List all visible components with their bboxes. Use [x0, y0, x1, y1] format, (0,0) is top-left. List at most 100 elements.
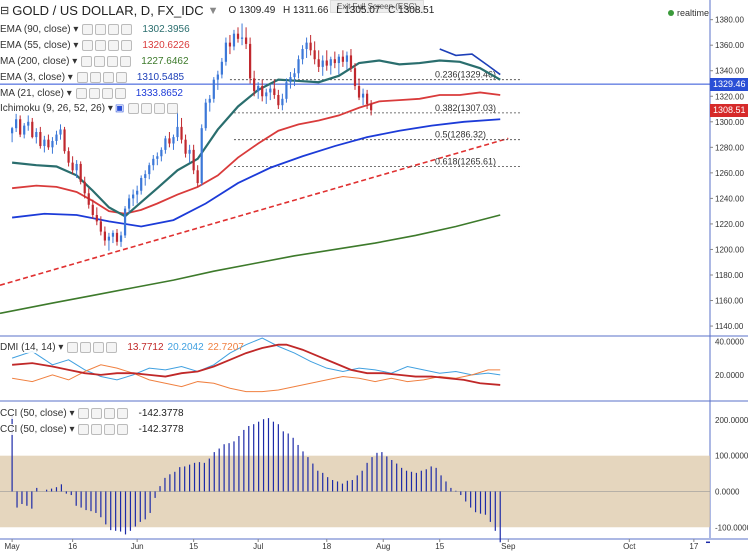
close-value: C 1308.51 [388, 5, 435, 16]
candle-body [192, 149, 195, 171]
candle-body [67, 151, 70, 163]
indicator-label[interactable]: DMI (14, 14) ▾ [0, 342, 64, 354]
settings-icon[interactable] [89, 71, 101, 83]
indicator-label[interactable]: Ichimoku (9, 26, 52, 26) ▾ [0, 103, 113, 115]
price-tick-label: 1200.00 [715, 245, 744, 254]
dmi-minus-line [12, 364, 501, 393]
more-icon[interactable] [154, 103, 166, 115]
indicator-label[interactable]: EMA (3, close) ▾ [0, 71, 73, 83]
candle-body [257, 86, 260, 92]
legend-cci[interactable]: CCI (50, close) ▾ -142.3778 [0, 422, 184, 438]
more-icon[interactable] [104, 424, 116, 436]
legend-dmi[interactable]: DMI (14, 14) ▾ 13.7712 20.2042 22.7207 [0, 340, 244, 356]
indicator-label[interactable]: EMA (55, close) ▾ [0, 40, 79, 52]
more-icon[interactable] [108, 40, 120, 52]
candle-body [87, 193, 90, 205]
candle-body [349, 55, 353, 69]
cci-tick-label: -100.0000 [715, 523, 748, 532]
legend-ichimoku[interactable]: Ichimoku (9, 26, 52, 26) ▾ ▣ [0, 101, 190, 117]
candle-body [305, 42, 308, 50]
indicator-label[interactable]: MA (200, close) ▾ [0, 55, 78, 67]
time-tick-label: Sep [501, 542, 516, 551]
price-tick-label: 1360.00 [715, 41, 744, 50]
legend-ema[interactable]: EMA (3, close) ▾ 1310.5485 [0, 69, 190, 85]
settings-icon[interactable] [80, 342, 92, 354]
fib-level-label: 0.236(1329.46) [435, 70, 496, 80]
price-tick-label: 1160.00 [715, 297, 744, 306]
more-icon[interactable] [107, 55, 119, 67]
candle-body [309, 42, 312, 51]
close-icon[interactable] [167, 103, 179, 115]
candle-body [297, 59, 300, 74]
dmi-tick-label: 40.0000 [715, 337, 744, 346]
indicator-controls [76, 71, 127, 83]
candle-body [321, 60, 324, 67]
close-icon[interactable] [114, 87, 126, 99]
more-icon[interactable] [102, 71, 114, 83]
more-icon[interactable] [104, 408, 116, 420]
more-icon[interactable] [101, 87, 113, 99]
realtime-indicator: realtime [668, 8, 709, 18]
time-tick-label: Jul [253, 542, 263, 551]
eye-icon[interactable] [78, 408, 90, 420]
close-icon[interactable] [117, 424, 129, 436]
legend-ma[interactable]: MA (200, close) ▾ 1227.6462 [0, 54, 190, 70]
more-icon[interactable] [93, 342, 105, 354]
indicator-value: 1310.5485 [136, 71, 185, 83]
settings-icon[interactable] [91, 424, 103, 436]
eye-icon[interactable] [81, 55, 93, 67]
candle-body [232, 33, 236, 47]
candle-body [23, 125, 26, 135]
eye-icon[interactable] [67, 342, 79, 354]
candle-body [184, 139, 187, 154]
hidden-indicator-icon[interactable]: ▣ [114, 103, 125, 115]
eye-icon[interactable] [128, 103, 140, 115]
settings-icon[interactable]: ▼ [207, 4, 219, 17]
indicator-label[interactable]: CCI (50, close) ▾ [0, 408, 75, 420]
indicator-label[interactable]: EMA (90, close) ▾ [0, 24, 79, 36]
settings-icon[interactable] [95, 24, 107, 36]
fib-level-label: 0.382(1307.03) [435, 103, 496, 113]
candle-body [212, 79, 215, 99]
price-badge: 1308.51 [710, 104, 748, 118]
legend-ema[interactable]: EMA (55, close) ▾ 1320.6226 [0, 38, 190, 54]
candle-body [265, 92, 268, 97]
collapse-icon[interactable]: ⊟ [0, 5, 10, 17]
settings-icon[interactable] [94, 55, 106, 67]
candle-body [329, 59, 332, 66]
candle-body [353, 68, 357, 87]
indicator-label[interactable]: CCI (50, close) ▾ [0, 424, 75, 436]
indicator-controls [78, 424, 129, 436]
indicator-value: 1333.8652 [135, 87, 183, 99]
ema55-line [12, 91, 501, 215]
close-icon[interactable] [106, 342, 118, 354]
candle-body [55, 134, 58, 141]
settings-icon[interactable] [95, 40, 107, 52]
settings-icon[interactable] [141, 103, 153, 115]
indicator-label[interactable]: MA (21, close) ▾ [0, 87, 72, 99]
settings-icon[interactable] [91, 408, 103, 420]
candle-body [188, 149, 191, 154]
candle-body [156, 156, 159, 159]
indicator-controls [82, 40, 133, 52]
legend-cci[interactable]: CCI (50, close) ▾ -142.3778 [0, 406, 184, 422]
eye-icon[interactable] [82, 40, 94, 52]
eye-icon[interactable] [76, 71, 88, 83]
eye-icon[interactable] [82, 24, 94, 36]
eye-icon[interactable] [75, 87, 87, 99]
fib-level-label: 0.618(1265.61) [435, 156, 496, 166]
legend-ma[interactable]: MA (21, close) ▾ 1333.8652 [0, 85, 190, 101]
close-icon[interactable] [121, 24, 133, 36]
settings-icon[interactable] [88, 87, 100, 99]
candle-body [160, 149, 163, 157]
more-icon[interactable] [108, 24, 120, 36]
legend-ema[interactable]: EMA (90, close) ▾ 1302.3956 [0, 22, 190, 38]
eye-icon[interactable] [78, 424, 90, 436]
close-icon[interactable] [117, 408, 129, 420]
close-icon[interactable] [115, 71, 127, 83]
candle-body [95, 214, 98, 222]
close-icon[interactable] [121, 40, 133, 52]
close-icon[interactable] [120, 55, 132, 67]
candle-body [236, 33, 240, 39]
